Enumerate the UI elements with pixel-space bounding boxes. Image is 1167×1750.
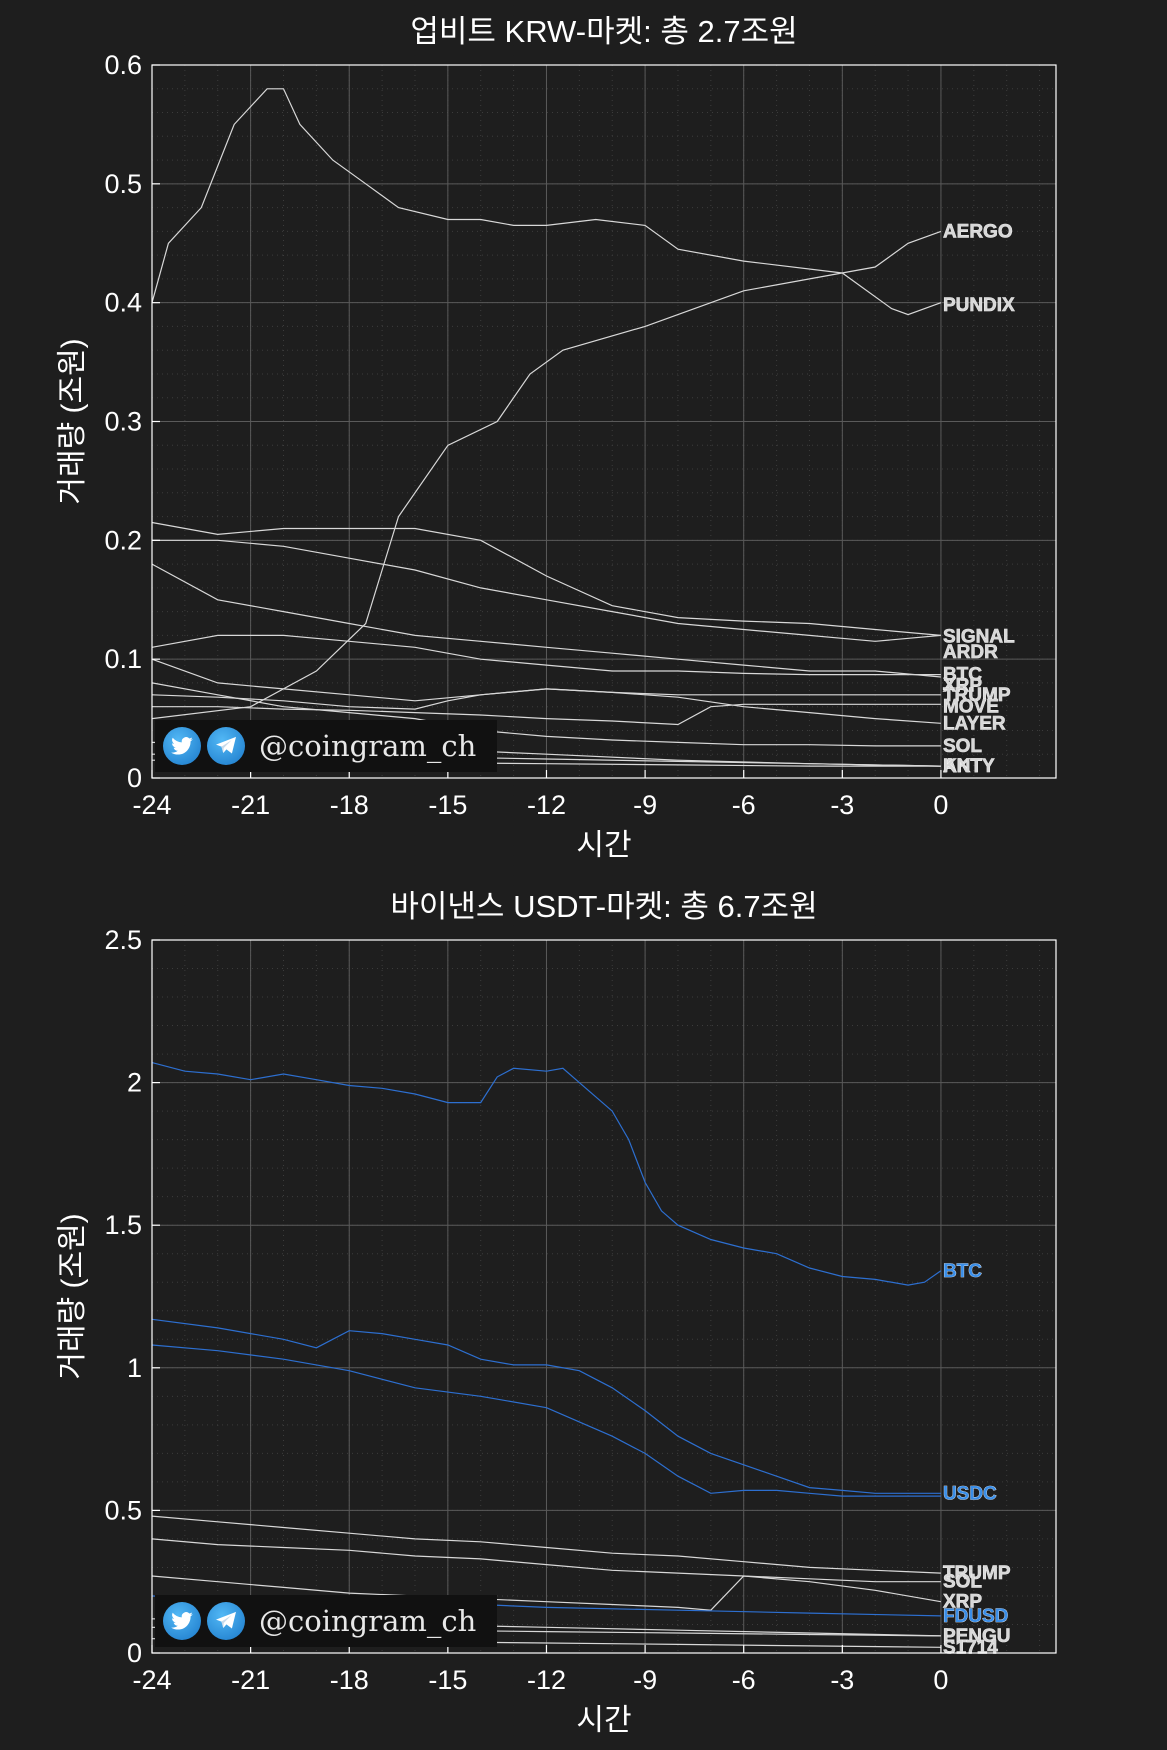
series-line-usdc-2 bbox=[151, 1344, 941, 1497]
x-tick-label: -15 bbox=[428, 790, 467, 820]
series-label-xrp: XRP bbox=[943, 675, 982, 696]
x-tick-label: -18 bbox=[330, 790, 369, 820]
series-label-btc: BTC bbox=[943, 1261, 982, 1282]
watermark-badge: @coingram_ch bbox=[155, 720, 497, 772]
series-label-trump: TRUMP bbox=[943, 1563, 1011, 1584]
series-label-anty: ANTY bbox=[943, 756, 995, 777]
series-line-sol bbox=[151, 682, 941, 747]
series-line-btc bbox=[151, 634, 941, 676]
twitter-icon bbox=[163, 1602, 201, 1640]
y-tick-label: 0 bbox=[127, 763, 142, 793]
x-tick-label: -9 bbox=[633, 1665, 657, 1695]
series-label-sol: SOL bbox=[943, 1572, 982, 1593]
series-label-layer: LAYER bbox=[943, 713, 1006, 734]
series-line-btc bbox=[151, 1062, 942, 1286]
watermark-handle: @coingram_ch bbox=[259, 729, 477, 763]
series-line-layer bbox=[151, 688, 941, 724]
y-tick-label: 0.4 bbox=[104, 288, 142, 318]
y-tick-label: 1 bbox=[127, 1353, 142, 1383]
x-tick-label: -24 bbox=[132, 1665, 171, 1695]
y-tick-label: 0.3 bbox=[104, 407, 142, 437]
x-tick-label: -3 bbox=[830, 790, 854, 820]
series-group bbox=[151, 88, 942, 767]
x-tick-label: -12 bbox=[527, 1665, 566, 1695]
series-line-trump bbox=[151, 1515, 941, 1574]
series-label-k: K bbox=[943, 756, 957, 777]
x-tick-label: -18 bbox=[330, 1665, 369, 1695]
series-label-s1714: S1714 bbox=[943, 1637, 998, 1658]
series-line-sol bbox=[151, 1538, 941, 1583]
series-line-ardr bbox=[152, 539, 941, 642]
x-tick-label: -24 bbox=[132, 790, 171, 820]
plot-area bbox=[152, 940, 1056, 1653]
y-tick-label: 0.5 bbox=[104, 1495, 142, 1525]
series-label-fdusd: FDUSD bbox=[943, 1606, 1008, 1627]
axes-box bbox=[151, 939, 1057, 1654]
upbit-chart-panel: AERGO PUNDIX SIGNAL ARDR BTC XRP TRUMP MOVE LAYE… bbox=[56, 14, 1057, 862]
x-tick-label: 0 bbox=[933, 790, 948, 820]
x-axis-label: 시간 bbox=[576, 829, 631, 862]
series-line-usdc bbox=[151, 1318, 941, 1494]
series-label-trump: TRUMP bbox=[943, 685, 1011, 706]
series-label-pundix: PUNDIX bbox=[943, 295, 1015, 316]
series-line-aergo bbox=[151, 88, 942, 316]
x-tick-label: -21 bbox=[231, 790, 270, 820]
y-tick-label: 1.5 bbox=[104, 1210, 142, 1240]
series-labels: AERGO PUNDIX SIGNALARDRBTCXRPTRUMPMOVELAYE… bbox=[943, 221, 1016, 777]
upbit-volume-chart: AERGO PUNDIX SIGNALARDRBTCXRPTRUMPMOVELAYE… bbox=[56, 14, 1057, 862]
x-axis-label: 시간 bbox=[576, 1704, 631, 1737]
x-tick-label: -15 bbox=[428, 1665, 467, 1695]
x-tick-label: -12 bbox=[527, 790, 566, 820]
watermark-badge: @coingram_ch bbox=[155, 1595, 497, 1647]
binance-chart-panel: BTC USDC TRUMP SOL XRP FDUSD PENGU L S1714 -24 -21… bbox=[0, 875, 1167, 1750]
x-tick-label: -6 bbox=[732, 790, 756, 820]
tick-labels: -24 -21 -18 -15 -12 -9 -6 -3 0 0 0.1 0.2 0.3 0.4 0.5 0.… bbox=[104, 50, 948, 820]
twitter-icon bbox=[163, 727, 201, 765]
series-label-pengu: PENGU bbox=[943, 1626, 1011, 1647]
watermark-handle: @coingram_ch bbox=[259, 1604, 477, 1638]
series-label-xrp: XRP bbox=[943, 1592, 982, 1613]
x-tick-label: -9 bbox=[633, 790, 657, 820]
y-axis-label: 거래량 (조원) bbox=[56, 1213, 89, 1379]
series-line-xrp bbox=[151, 1575, 942, 1611]
chart-title: 업비트 KRW-마켓: 총 2.7조원 bbox=[410, 14, 797, 49]
series-label-aergo: AERGO bbox=[943, 221, 1013, 242]
series-label-akt: AKT bbox=[943, 756, 982, 777]
y-tick-label: 0.6 bbox=[104, 50, 142, 80]
series-label-sol: SOL bbox=[943, 736, 982, 757]
telegram-icon bbox=[207, 1602, 245, 1640]
tick-labels: -24 -21 -18 -15 -12 -9 -6 -3 0 0 0.5 1 1.5 2 2.5 bbox=[104, 925, 948, 1695]
series-label-usdc: USDC bbox=[943, 1483, 997, 1504]
y-axis-label: 거래량 (조원) bbox=[56, 338, 89, 504]
series-label-btc: BTC bbox=[943, 665, 982, 686]
x-tick-label: 0 bbox=[933, 1665, 948, 1695]
y-tick-label: 2.5 bbox=[104, 925, 142, 955]
x-tick-label: -21 bbox=[231, 1665, 270, 1695]
y-tick-label: 2 bbox=[127, 1068, 142, 1098]
x-tick-label: -3 bbox=[830, 1665, 854, 1695]
series-label-signal: SIGNAL bbox=[943, 627, 1015, 648]
series-line-move bbox=[152, 703, 941, 726]
series-label-ardr: ARDR bbox=[943, 642, 998, 663]
x-tick-label: -6 bbox=[732, 1665, 756, 1695]
chart-title: 바이낸스 USDT-마켓: 총 6.7조원 bbox=[390, 889, 817, 924]
series-label-l: L bbox=[943, 1626, 955, 1647]
series-line-xrp bbox=[151, 563, 941, 678]
y-tick-label: 0.5 bbox=[104, 169, 142, 199]
y-tick-label: 0.2 bbox=[104, 525, 142, 555]
y-tick-label: 0 bbox=[127, 1638, 142, 1668]
series-line-pundix bbox=[151, 230, 942, 720]
y-tick-label: 0.1 bbox=[104, 644, 142, 674]
telegram-icon bbox=[207, 727, 245, 765]
series-line-signal bbox=[151, 521, 941, 636]
series-label-move: MOVE bbox=[943, 697, 999, 718]
